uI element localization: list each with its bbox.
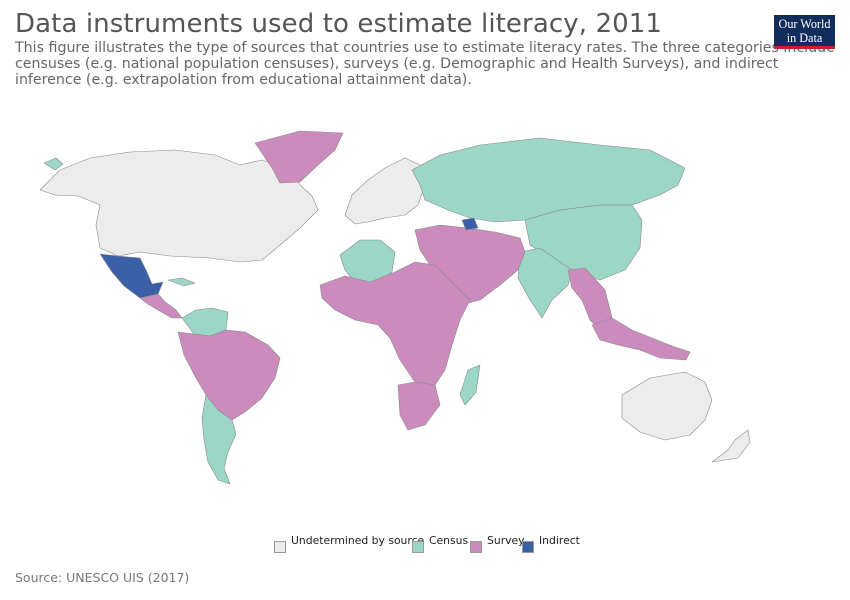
logo-line-2: in Data: [786, 31, 823, 45]
region-russia-central-asia[interactable]: [411, 137, 686, 223]
region-southern-africa-survey[interactable]: [397, 381, 441, 431]
logo-line-1: Our World: [778, 17, 831, 31]
legend-label-survey: Survey: [487, 534, 525, 547]
chart-subtitle: This figure illustrates the type of sour…: [15, 40, 835, 88]
region-greenland[interactable]: [254, 130, 344, 184]
legend-swatch-survey: [470, 541, 482, 553]
region-cuba[interactable]: [167, 277, 196, 287]
legend-swatch-indirect: [522, 541, 534, 553]
region-indonesia[interactable]: [591, 317, 691, 361]
region-europe-undetermined[interactable]: [344, 157, 426, 225]
world-map: [39, 130, 751, 485]
legend-label-census: Census: [429, 534, 469, 547]
source-note[interactable]: Source: UNESCO UIS (2017): [15, 570, 190, 585]
region-madagascar[interactable]: [459, 364, 481, 406]
region-north-america-undetermined[interactable]: [39, 149, 319, 263]
region-africa-survey[interactable]: [319, 261, 471, 386]
legend-swatch-census: [412, 541, 424, 553]
chart-title: Data instruments used to estimate litera…: [15, 9, 663, 39]
region-azerbaijan[interactable]: [461, 217, 479, 231]
region-new-zealand[interactable]: [711, 429, 751, 463]
legend-swatch-undetermined: [274, 541, 286, 553]
legend-label-indirect: Indirect: [539, 534, 580, 547]
region-alaska-census[interactable]: [43, 157, 64, 171]
owid-logo[interactable]: Our World in Data: [774, 15, 835, 49]
region-north-africa-census[interactable]: [339, 239, 396, 286]
legend-label-undetermined: Undetermined by source: [291, 534, 425, 547]
region-mexico[interactable]: [99, 253, 164, 299]
region-india[interactable]: [517, 247, 573, 319]
region-south-america-survey[interactable]: [177, 329, 281, 421]
region-argentina-chile[interactable]: [201, 394, 237, 485]
region-central-america[interactable]: [139, 293, 183, 319]
region-australia[interactable]: [621, 371, 713, 441]
